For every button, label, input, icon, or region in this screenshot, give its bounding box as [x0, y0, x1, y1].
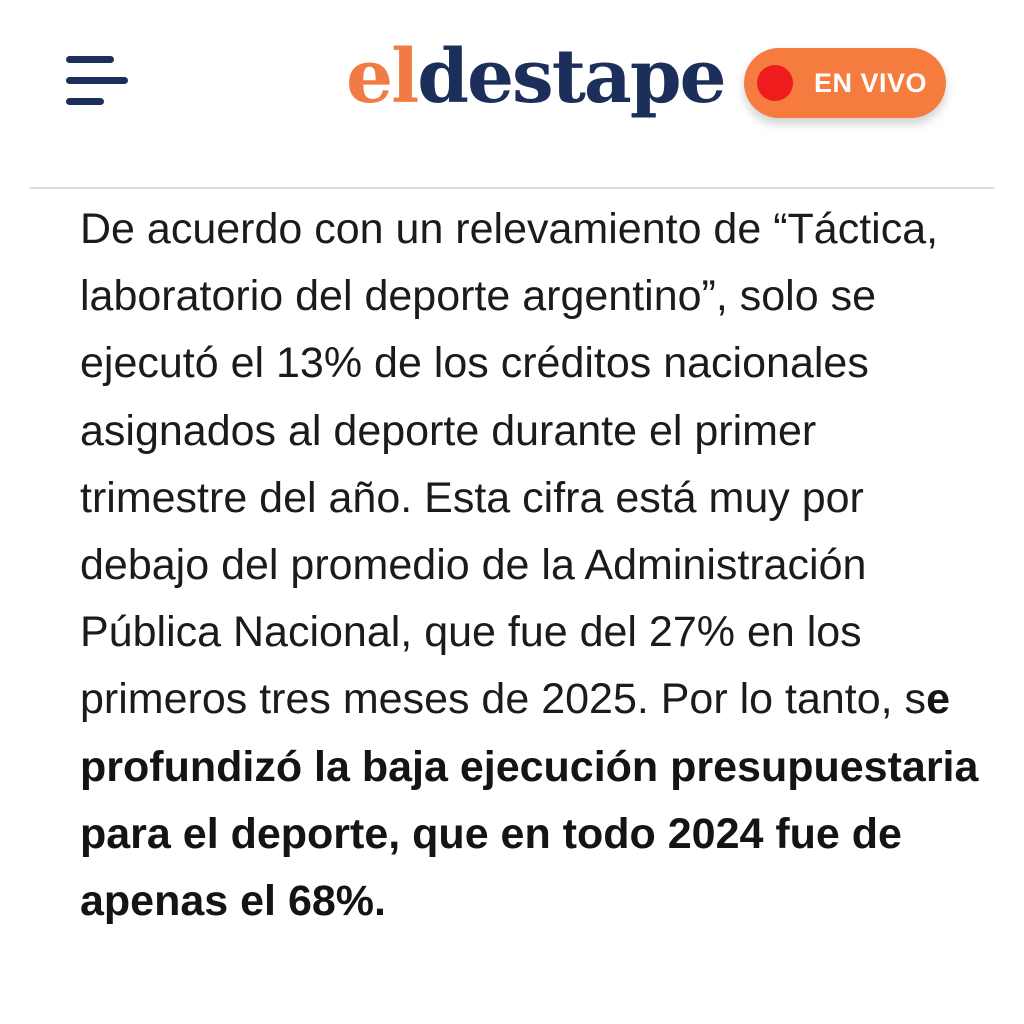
- paragraph-plain-text: De acuerdo con un relevamiento de “Tácti…: [80, 205, 939, 724]
- hamburger-menu-icon[interactable]: [66, 56, 128, 110]
- live-button-label: EN VIVO: [814, 68, 928, 98]
- menu-bar-bottom: [66, 98, 104, 105]
- site-header: eldestape EN VIVO: [0, 0, 1024, 188]
- logo-el: el: [346, 34, 419, 120]
- live-dot-icon: [757, 65, 793, 101]
- header-divider: [30, 187, 994, 189]
- logo-destape: destape: [417, 34, 726, 120]
- article-paragraph: De acuerdo con un relevamiento de “Tácti…: [80, 196, 980, 935]
- paragraph-bold-text: e profundizó la baja ejecución presupues…: [80, 675, 979, 926]
- menu-bar-top: [66, 56, 114, 63]
- live-button[interactable]: EN VIVO: [744, 48, 946, 118]
- site-logo[interactable]: eldestape: [346, 22, 727, 132]
- menu-bar-middle: [66, 77, 128, 84]
